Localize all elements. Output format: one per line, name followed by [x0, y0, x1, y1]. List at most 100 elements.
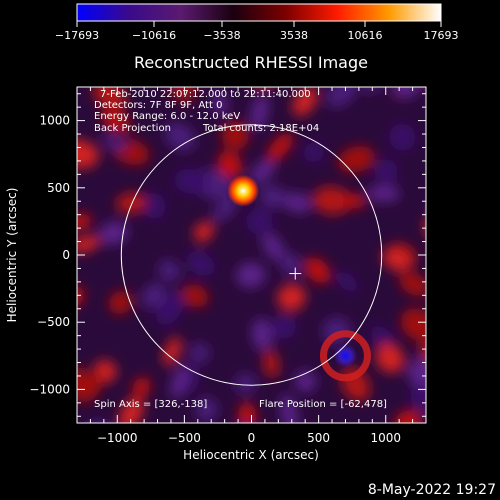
heatmap-blob	[74, 40, 112, 76]
heatmap-blob	[251, 318, 273, 351]
heatmap-blob	[367, 185, 401, 202]
heatmap-blob	[487, 9, 500, 44]
heatmap-blob	[3, 57, 33, 82]
heatmap-blob	[250, 159, 275, 184]
x-tick-label: 1000	[370, 431, 401, 445]
colorbar-tick-label: −3538	[203, 29, 240, 42]
heatmap-blob	[193, 221, 214, 243]
heatmap-blob	[116, 192, 147, 214]
heatmap-blob	[101, 133, 128, 151]
heatmap-blob	[181, 284, 209, 308]
y-tick-label: 1000	[39, 114, 70, 128]
heatmap-blob	[304, 257, 331, 284]
heatmap-blob	[170, 364, 189, 399]
heatmap-blob	[132, 377, 151, 398]
heatmap-blob	[32, 225, 64, 255]
heatmap-blob	[271, 315, 297, 339]
x-tick-label: −500	[168, 431, 201, 445]
heatmap-blob	[433, 88, 467, 124]
heatmap-blob	[399, 272, 426, 297]
heatmap-blob	[77, 139, 99, 169]
colorbar-tick-label: 3538	[280, 29, 308, 42]
heatmap-blob	[312, 186, 352, 215]
annotation-line: Energy Range: 6.0 - 12.0 keV	[94, 111, 240, 122]
heatmap-blob	[267, 132, 294, 162]
annotation-line: 7-Feb-2010 22:07:12.000 to 22:11:40.000	[100, 89, 311, 100]
heatmap-blob	[0, 0, 13, 38]
flare-peak-source	[227, 174, 260, 207]
heatmap-blob	[198, 475, 221, 500]
heatmap-blob	[246, 208, 273, 235]
heatmap-blob	[174, 168, 208, 194]
heatmap-blob	[292, 87, 318, 116]
heatmap-blob	[473, 350, 500, 388]
heatmap-blob	[212, 91, 228, 115]
heatmap-blob	[77, 235, 100, 253]
heatmap-blob	[453, 152, 479, 171]
y-tick-label: 500	[47, 181, 70, 195]
heatmap-blob	[428, 195, 463, 216]
spin-axis-label: Spin Axis = [326,-138]	[94, 399, 207, 410]
heatmap-blob	[77, 213, 93, 231]
heatmap-blob	[263, 349, 280, 378]
colorbar-tick-label: −10616	[132, 29, 176, 42]
heatmap-blob	[164, 122, 196, 152]
heatmap-sources	[227, 174, 371, 382]
heatmap-blob	[217, 151, 242, 179]
chart-title: Reconstructed RHESSI Image	[134, 53, 368, 72]
heatmap-blob	[92, 87, 127, 111]
x-tick-label: 500	[307, 431, 330, 445]
heatmap-blob	[195, 396, 218, 423]
heatmap-blob	[394, 410, 422, 423]
heatmap-blob	[407, 358, 426, 390]
heatmap-blob	[425, 68, 453, 94]
heatmap-blob	[99, 221, 128, 245]
axis-ticks: −1000 −500 0 500 1000 −1000 −500 0 500 1000	[29, 87, 426, 445]
heatmap-blob	[221, 121, 250, 150]
heatmap-blob	[430, 406, 459, 436]
heatmap-blob	[439, 243, 473, 279]
heatmap-blob	[28, 50, 69, 83]
heatmap-blob	[467, 355, 500, 392]
heatmap-blob	[163, 337, 182, 366]
heatmap-blob	[158, 259, 181, 282]
heatmap-blob	[479, 62, 500, 91]
annotation-line: Detectors: 7F 8F 9F, Att 0	[94, 100, 222, 111]
heatmap-blob	[262, 232, 284, 261]
heatmap-blob	[77, 286, 85, 309]
colorbar-tick-label: 17693	[424, 29, 459, 42]
heatmap-blob	[250, 94, 269, 131]
heatmap-blob	[118, 397, 144, 423]
heatmap-blob	[11, 0, 53, 22]
heatmap-background	[77, 87, 426, 423]
y-tick-label: −500	[37, 315, 70, 329]
heatmap-blob	[141, 282, 166, 309]
solar-disk-outline	[120, 124, 383, 386]
heatmap-blob	[342, 193, 366, 209]
heatmap-blob	[400, 308, 426, 341]
heatmap-blob	[455, 297, 484, 323]
heatmap-blob	[484, 180, 500, 204]
heatmap-blob	[27, 405, 59, 439]
heatmap-blob	[86, 0, 118, 1]
y-tick-label: −1000	[29, 382, 70, 396]
negative-trough-source	[333, 343, 358, 368]
heatmap-blob	[142, 192, 166, 220]
heatmap-blob	[457, 0, 497, 9]
heatmap-blob	[0, 114, 21, 137]
annotation-line: Back Projection	[94, 123, 171, 134]
colorbar-tick-label: 10616	[348, 29, 383, 42]
heatmap-blob	[336, 271, 358, 292]
y-axis-label: Heliocentric Y (arcsec)	[5, 188, 19, 323]
annotation-block: 7-Feb-2010 22:07:12.000 to 22:11:40.000D…	[94, 89, 319, 134]
heatmap-blob	[189, 342, 210, 364]
heatmap-blob	[186, 251, 215, 276]
heatmap-blob	[101, 110, 131, 133]
heatmap-blob	[277, 283, 306, 311]
heatmap-blob	[169, 87, 196, 103]
colorbar-tick-label: −17693	[55, 29, 99, 42]
x-tick-label: −1000	[97, 431, 138, 445]
